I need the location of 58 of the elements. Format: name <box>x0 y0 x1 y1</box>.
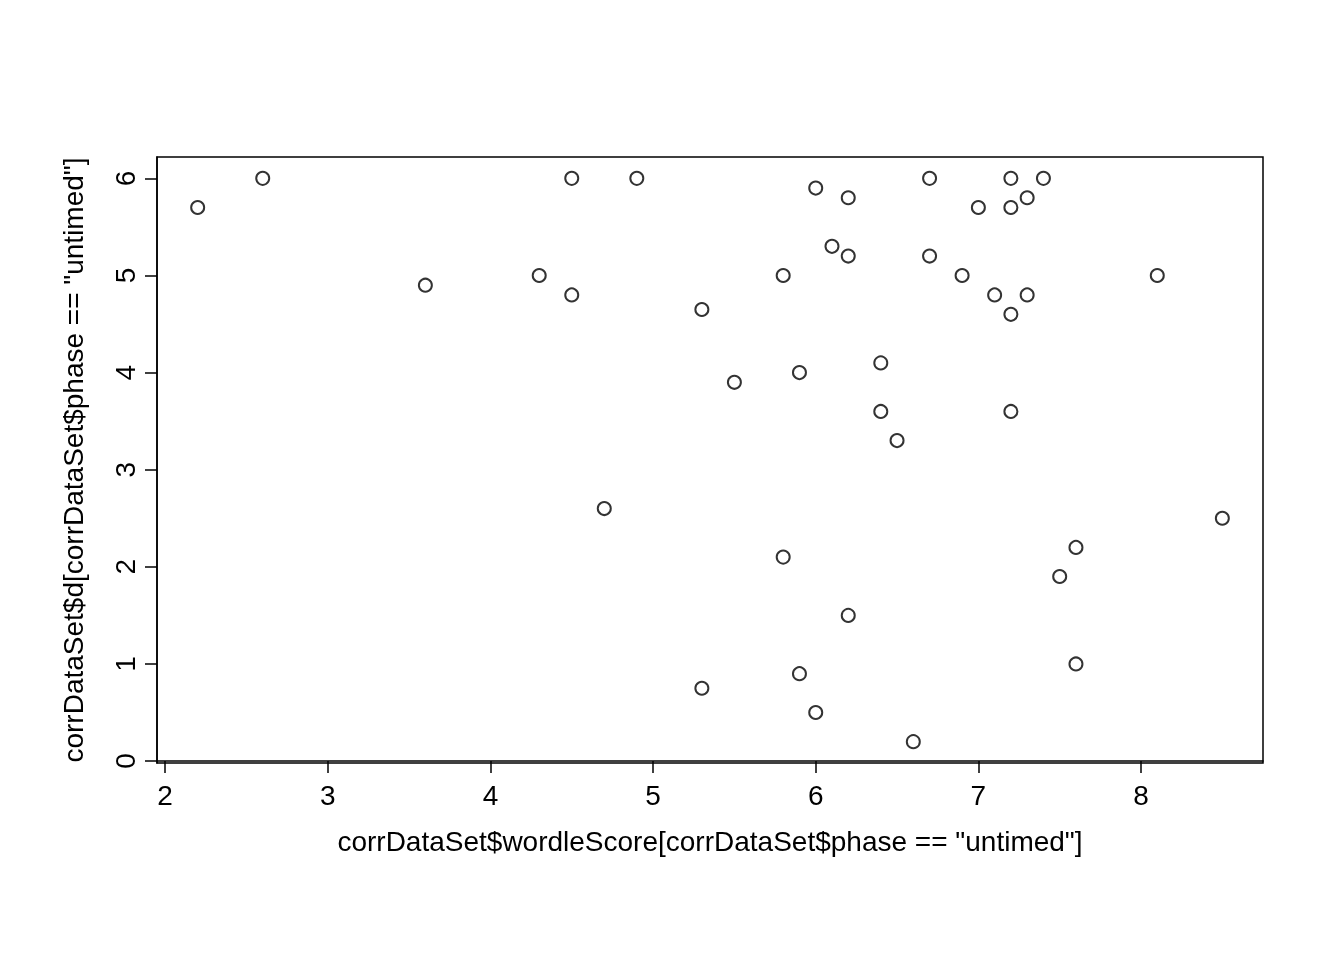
y-tick-label: 5 <box>109 267 141 284</box>
y-tick-label: 0 <box>109 753 141 769</box>
point <box>596 501 612 517</box>
point <box>922 248 938 264</box>
point <box>1003 306 1019 322</box>
point <box>694 680 710 696</box>
point <box>1019 190 1035 206</box>
point <box>840 190 856 206</box>
point <box>808 705 824 720</box>
y-axis-title: corrDataSet$d[corrDataSet$phase == "untimed"] <box>57 157 89 763</box>
point <box>954 267 970 283</box>
point <box>889 433 905 449</box>
y-tick-label: 1 <box>109 656 141 672</box>
point <box>791 666 807 682</box>
point <box>564 287 580 303</box>
y-tick-label: 4 <box>109 364 141 381</box>
point <box>873 355 889 371</box>
point <box>1003 403 1019 419</box>
x-tick-label: 7 <box>970 779 987 811</box>
x-tick-label: 4 <box>482 779 499 811</box>
point <box>1003 200 1019 215</box>
point <box>987 287 1003 303</box>
x-tick-label: 8 <box>1133 779 1149 811</box>
point <box>791 365 807 381</box>
point <box>873 403 889 419</box>
y-tick-label: 2 <box>109 559 141 575</box>
x-tick-label: 3 <box>319 779 336 811</box>
point <box>840 248 856 264</box>
point <box>1035 170 1051 186</box>
point <box>726 374 742 390</box>
point <box>1149 267 1165 283</box>
point <box>1052 569 1068 585</box>
point <box>905 734 921 750</box>
point <box>417 277 433 293</box>
x-tick-label: 5 <box>645 779 661 811</box>
y-tick-label: 3 <box>109 461 141 478</box>
point <box>255 170 271 186</box>
point <box>970 200 986 215</box>
point <box>840 607 856 623</box>
x-axis-title: corrDataSet$wordleScore[corrDataSet$phase == "untimed"] <box>337 825 1083 857</box>
point <box>694 301 710 317</box>
point <box>775 549 791 565</box>
point <box>1003 170 1019 186</box>
point <box>1068 539 1084 555</box>
point <box>922 170 938 186</box>
point <box>190 200 206 215</box>
x-tick-label: 2 <box>157 779 173 811</box>
point <box>1068 656 1084 672</box>
point <box>629 170 645 186</box>
point <box>1214 510 1230 526</box>
point <box>775 267 791 283</box>
point <box>824 238 840 254</box>
point <box>1019 287 1035 303</box>
point <box>564 170 580 186</box>
point <box>531 267 547 283</box>
point <box>808 180 824 196</box>
y-tick-label: 6 <box>109 170 141 187</box>
x-tick-label: 6 <box>807 779 824 811</box>
